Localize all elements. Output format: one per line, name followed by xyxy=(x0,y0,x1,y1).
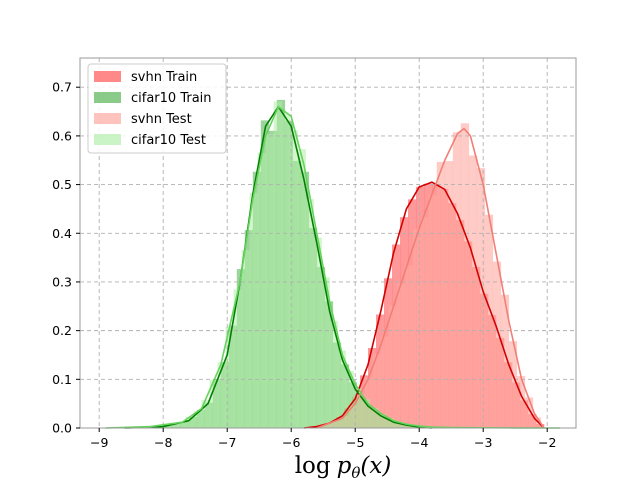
legend: svhn Train cifar10 Train svhn Test cifar10 … xyxy=(87,63,227,154)
histogram-bar xyxy=(329,320,338,428)
histogram-bar xyxy=(460,123,470,428)
histogram-bar xyxy=(420,217,430,428)
histogram-bar xyxy=(289,130,298,428)
histogram-bar xyxy=(273,101,282,428)
histogram-bar xyxy=(468,155,478,428)
histogram-bar xyxy=(257,152,266,428)
histogram-bar xyxy=(345,371,354,428)
histogram-bar xyxy=(321,277,330,428)
legend-label: svhn Train xyxy=(131,70,197,85)
grid xyxy=(80,58,576,429)
legend-swatch xyxy=(94,113,121,124)
axis-ticks: −9 −8 −7 −6 −5 −4 −3 −2 0.0 0.1 0.2 0.3 0.4 0.5 0.6 0.7 xyxy=(52,80,556,450)
histogram-bar xyxy=(281,113,290,429)
legend-swatch xyxy=(94,71,121,82)
x-tick-label: −6 xyxy=(282,435,300,450)
x-axis-label-sub: θ xyxy=(351,464,360,481)
x-tick-label: −7 xyxy=(218,435,236,450)
histogram-bar xyxy=(404,265,414,428)
x-tick-label: −8 xyxy=(154,435,172,450)
histogram-bar xyxy=(385,418,394,428)
y-tick-label: 0.0 xyxy=(52,421,72,436)
histogram-bar xyxy=(209,379,218,428)
histogram-bar xyxy=(388,305,398,428)
x-tick-label: −2 xyxy=(538,435,556,450)
histogram-bars xyxy=(113,99,545,429)
histogram-bar xyxy=(524,397,534,428)
histogram-bar xyxy=(396,283,406,428)
histogram-bar xyxy=(516,376,526,428)
x-tick-label: −9 xyxy=(90,435,108,450)
histogram-bar xyxy=(508,341,518,428)
histogram-bar xyxy=(372,354,382,428)
histogram-bar xyxy=(428,195,438,428)
x-tick-label: −5 xyxy=(346,435,364,450)
histogram-bar xyxy=(412,228,422,428)
y-tick-label: 0.6 xyxy=(52,128,72,143)
histogram-bar xyxy=(217,362,226,428)
series-cifar10-test xyxy=(113,101,482,429)
histogram-bar xyxy=(353,388,362,428)
histogram-bar xyxy=(305,199,314,428)
histogram-bar xyxy=(532,417,542,428)
y-tick-label: 0.1 xyxy=(52,372,72,387)
histogram-bar xyxy=(297,149,306,428)
histogram-bar xyxy=(492,261,502,428)
x-axis-label: log pθ(x) xyxy=(295,453,392,481)
histogram-bar xyxy=(313,237,322,428)
histogram-bar xyxy=(436,161,446,428)
histogram-bar xyxy=(484,214,494,428)
histogram-bar xyxy=(444,161,454,428)
x-tick-label: −3 xyxy=(474,435,492,450)
legend-frame xyxy=(87,63,227,154)
histogram-bar xyxy=(393,421,402,428)
kde-line-cifar10-train xyxy=(124,105,433,429)
histogram-bar xyxy=(500,294,510,428)
histogram-bar xyxy=(265,133,274,428)
histogram-bar xyxy=(177,422,186,428)
histogram-bar xyxy=(241,250,250,428)
plot-frame xyxy=(79,57,577,429)
histogram-bar xyxy=(377,414,386,428)
histogram-bar xyxy=(401,423,410,428)
histogram-bar xyxy=(201,399,210,428)
kde-line-cifar10-test xyxy=(105,105,560,429)
histogram-bar xyxy=(380,336,390,428)
legend-label: svhn Test xyxy=(131,112,192,127)
y-tick-label: 0.2 xyxy=(52,323,72,338)
histogram-bar xyxy=(169,423,178,428)
histogram-bar xyxy=(225,327,234,428)
histogram-bar xyxy=(249,192,258,428)
legend-label: cifar10 Test xyxy=(131,133,206,148)
y-tick-label: 0.4 xyxy=(52,226,72,241)
histogram-bar xyxy=(193,411,202,428)
histogram-bar xyxy=(337,350,346,428)
kde-lines xyxy=(105,105,560,429)
y-tick-label: 0.7 xyxy=(52,80,72,95)
legend-label: cifar10 Train xyxy=(131,91,212,106)
kde-line-svhn-train xyxy=(303,181,545,429)
histogram-bar xyxy=(233,289,242,428)
x-axis-label-log: log xyxy=(295,453,331,479)
histogram-bar xyxy=(361,399,370,428)
x-axis-label-arg: (x) xyxy=(360,453,391,479)
histogram-bar xyxy=(369,408,378,428)
legend-swatch xyxy=(94,92,121,103)
y-tick-label: 0.3 xyxy=(52,274,72,289)
histogram-bar xyxy=(185,416,194,428)
kde-line-svhn-test xyxy=(316,127,545,429)
x-axis-label-p: p xyxy=(337,453,352,479)
histogram-bar xyxy=(476,168,486,429)
x-tick-label: −4 xyxy=(410,435,428,450)
y-tick-label: 0.5 xyxy=(52,177,72,192)
histogram-bar xyxy=(452,132,462,428)
legend-swatch xyxy=(94,134,121,145)
